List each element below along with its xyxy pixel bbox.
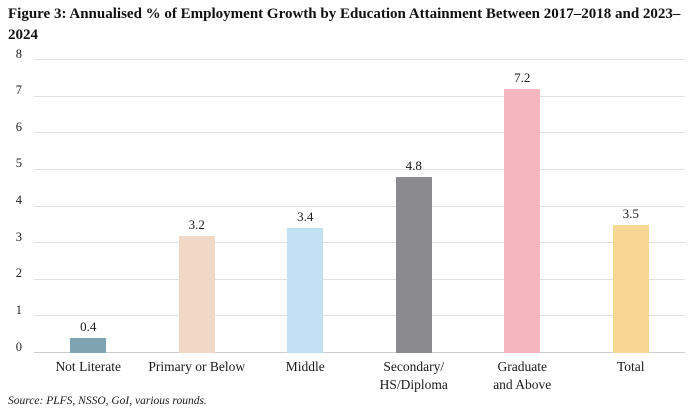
x-category-label: Not Literate [55,359,122,374]
bar-not-literate [70,338,107,353]
x-category-label: Total [616,359,645,374]
gridline-y2 [34,278,685,280]
gridline-y1 [34,315,685,317]
bar-value-label: 0.4 [80,319,97,335]
y-tick-label: 4 [15,192,22,207]
gridline-y5 [34,168,685,170]
y-tick-label: 5 [15,156,22,171]
bar-value-label: 3.5 [622,205,639,221]
bar-slot: 7.2 [468,60,577,353]
x-category-label: Graduate and Above [493,359,552,392]
bar-value-label: 7.2 [514,70,531,86]
bar-primary-or-below [178,235,215,353]
x-category-label: Secondary/ HS/Diploma [379,359,448,392]
x-category-label: Primary or Below [148,359,246,374]
y-tick-label: 6 [15,119,22,134]
x-category-label: Middle [285,359,325,374]
bar-slot: 3.2 [143,60,252,353]
bar-value-label: 3.2 [188,216,205,232]
figure-title: Figure 3: Annualised % of Employment Gro… [8,6,681,43]
gridline-y6 [34,132,685,134]
bar-slot: 3.5 [577,60,686,353]
source-note: Source: PLFS, NSSO, GoI, various rounds. [8,395,207,407]
bar-value-label: 4.8 [405,158,422,174]
bar-middle [287,228,324,353]
bar-graduate-and-above [504,89,541,353]
bar-total [612,224,649,353]
gridline-y3 [34,242,685,244]
plot-area: 0.4 3.2 3.4 4.8 7.2 3.5 [34,59,686,353]
bar-secondary-hs-diploma [395,177,432,353]
y-axis: 0 1 2 3 4 5 6 7 8 [0,47,26,354]
y-tick-label: 3 [15,229,22,244]
bar-slot: 0.4 [34,60,143,353]
gridline-y7 [34,95,685,97]
gridline-y8 [34,59,685,60]
gridline-y4 [34,205,685,207]
bar-value-label: 3.4 [297,209,314,225]
y-tick-label: 8 [15,46,22,61]
gridline-y0 [34,352,685,353]
y-tick-label: 7 [15,82,22,97]
y-tick-label: 0 [15,339,22,354]
bar-slot: 4.8 [360,60,469,353]
x-axis: Not Literate Primary or Below Middle Second… [34,358,685,393]
bar-slot: 3.4 [251,60,360,353]
y-tick-label: 1 [15,302,22,317]
y-tick-label: 2 [15,266,22,280]
